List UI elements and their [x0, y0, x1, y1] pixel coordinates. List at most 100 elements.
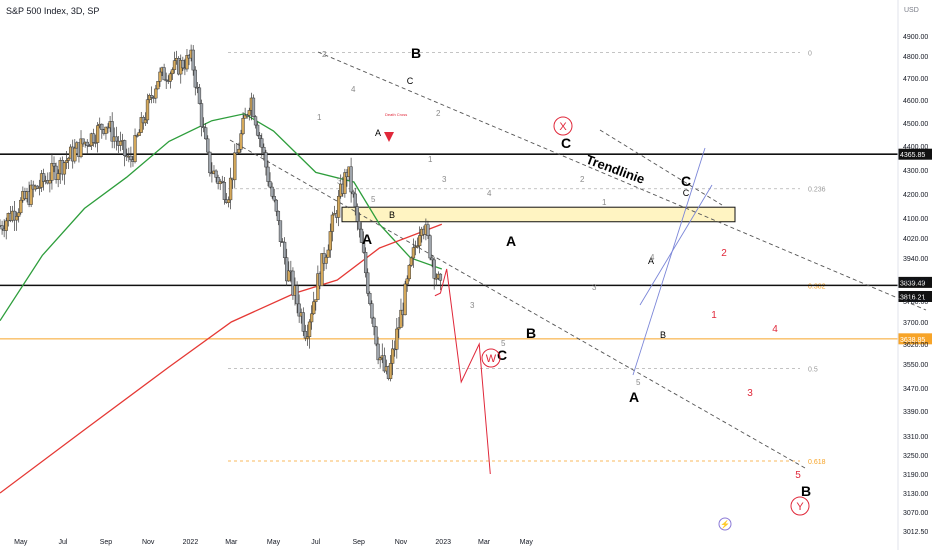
- candle-body: [430, 257, 434, 261]
- candle-body: [282, 241, 287, 258]
- circled-wave-label: Y: [796, 501, 804, 513]
- candle-body: [0, 225, 4, 230]
- candle-body: [129, 155, 133, 160]
- fib-level-label: 0.618: [808, 459, 826, 466]
- circled-wave-marker: [790, 496, 810, 516]
- x-tick-label: Mar: [225, 539, 238, 546]
- svg-text:⚡: ⚡: [720, 519, 730, 529]
- lightning-icon[interactable]: ⚡: [718, 517, 732, 531]
- candle-body: [123, 140, 127, 156]
- wave-label: B: [389, 210, 395, 220]
- y-tick-label: 4700.00: [903, 76, 928, 83]
- fib-level-label: 0.5: [808, 367, 818, 374]
- circled-wave-marker: [481, 348, 501, 368]
- circled-wave-label: W: [486, 353, 497, 365]
- candle-body: [285, 257, 289, 282]
- candle-body: [93, 142, 98, 144]
- candle-body: [241, 118, 245, 134]
- candle-body: [361, 242, 366, 253]
- candle-body: [372, 317, 376, 328]
- candle-body: [324, 257, 328, 264]
- projection-count-label: 5: [795, 470, 801, 481]
- candle-body: [428, 235, 432, 259]
- wave-count-label: 1: [602, 198, 607, 207]
- wave-count-label: 3: [592, 283, 597, 292]
- candle-body: [262, 146, 266, 153]
- candle-body: [255, 124, 260, 136]
- candle-body: [204, 127, 208, 140]
- price-label-box: [898, 290, 932, 302]
- x-tick-label: Nov: [395, 539, 408, 546]
- candle-body: [104, 126, 108, 134]
- x-tick-label: May: [14, 539, 28, 546]
- y-tick-label: 3860.00: [903, 278, 928, 285]
- candle-body: [357, 221, 362, 230]
- candle-body: [253, 116, 258, 126]
- price-label-box: [898, 276, 932, 288]
- candle-body: [216, 177, 220, 184]
- y-tick-label: 3130.00: [903, 491, 928, 498]
- candle-body: [366, 272, 370, 294]
- price-label-text: 4365.85: [900, 152, 925, 159]
- candle-body: [168, 73, 173, 82]
- wave-label: B: [411, 45, 421, 61]
- candle-body: [314, 299, 318, 303]
- candle-body: [243, 114, 247, 119]
- candle-body: [353, 193, 357, 207]
- candle-body: [303, 331, 308, 339]
- candle-body: [64, 160, 69, 164]
- y-tick-label: 3780.00: [903, 299, 928, 306]
- wave-count-label: 3: [337, 177, 342, 186]
- fib-level-label: 0.382: [808, 283, 826, 290]
- y-tick-label: 4600.00: [903, 98, 928, 105]
- channel-line: [632, 147, 706, 376]
- candle-body: [4, 220, 8, 231]
- candle-body: [326, 249, 330, 258]
- candle-body: [336, 195, 341, 218]
- candle-body: [170, 69, 175, 75]
- candle-body: [48, 180, 52, 184]
- wave-count-label: 2: [580, 175, 585, 184]
- candle-body: [56, 173, 60, 180]
- wave-label: A: [375, 128, 381, 138]
- candle-body: [172, 60, 177, 70]
- candle-body: [268, 181, 272, 188]
- wave-count-label: 4: [650, 253, 655, 262]
- chart-title: S&P 500 Index, 3D, SP: [6, 6, 99, 16]
- candle-body: [251, 97, 256, 117]
- wave-count-label: 3: [442, 175, 447, 184]
- wave-count-label: 1: [428, 155, 433, 164]
- candle-body: [272, 196, 276, 201]
- x-tick-label: 2022: [183, 539, 199, 546]
- candle-body: [145, 99, 150, 121]
- candle-body: [228, 177, 233, 201]
- candle-body: [388, 363, 393, 379]
- candle-body: [235, 152, 239, 155]
- candle-body: [403, 283, 407, 316]
- candle-body: [291, 270, 295, 296]
- candle-body: [426, 224, 430, 236]
- candle-body: [87, 145, 91, 147]
- candle-body: [328, 231, 332, 251]
- candle-body: [363, 252, 368, 274]
- candle-body: [378, 357, 382, 361]
- candle-body: [162, 67, 166, 81]
- candle-body: [91, 133, 96, 143]
- x-tick-label: Jul: [59, 539, 68, 546]
- candle-body: [413, 246, 418, 248]
- y-tick-label: 3390.00: [903, 409, 928, 416]
- y-tick-label: 4400.00: [903, 144, 928, 151]
- wave-count-label: 5: [501, 339, 506, 348]
- candle-body: [137, 132, 141, 136]
- candle-body: [399, 309, 403, 328]
- candle-body: [201, 126, 206, 129]
- candle-body: [95, 125, 100, 143]
- candle-body: [193, 69, 197, 88]
- wave-count-label: 2: [436, 109, 441, 118]
- trendline: [317, 51, 927, 311]
- candle-body: [50, 163, 54, 181]
- candle-body: [214, 170, 218, 178]
- candle-body: [110, 121, 114, 142]
- x-tick-label: Sep: [352, 539, 365, 546]
- candle-body: [258, 135, 262, 139]
